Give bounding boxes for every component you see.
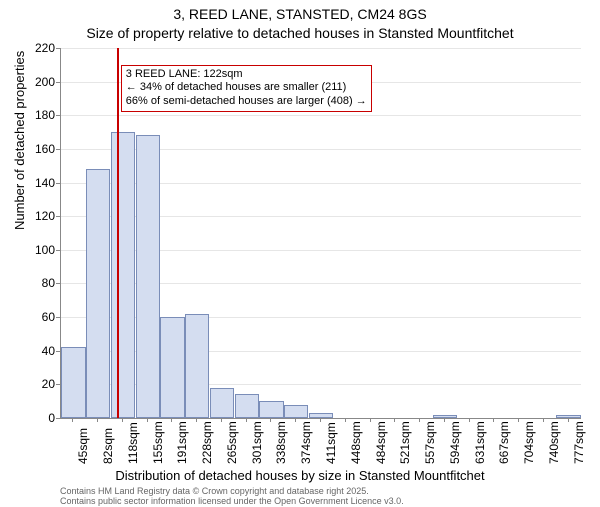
xtick-mark <box>221 418 222 422</box>
xtick-mark <box>345 418 346 422</box>
ytick-label: 80 <box>42 276 55 290</box>
histogram-bar <box>111 132 135 418</box>
xtick-label: 228sqm <box>200 421 214 464</box>
callout-line: 66% of semi-detached houses are larger (… <box>126 95 367 109</box>
ytick-label: 220 <box>35 41 55 55</box>
xtick-label: 448sqm <box>349 421 363 464</box>
xtick-label: 155sqm <box>151 421 165 464</box>
ytick-mark <box>56 115 60 116</box>
xtick-label: 557sqm <box>423 421 437 464</box>
footer-line1: Contains HM Land Registry data © Crown c… <box>60 486 404 496</box>
ytick-mark <box>56 183 60 184</box>
ytick-mark <box>56 283 60 284</box>
histogram-bar <box>235 394 259 418</box>
ytick-label: 120 <box>35 209 55 223</box>
plot-area: 3 REED LANE: 122sqm← 34% of detached hou… <box>60 48 581 419</box>
xtick-mark <box>196 418 197 422</box>
gridline <box>61 48 581 49</box>
x-axis-label: Distribution of detached houses by size … <box>0 468 600 483</box>
ytick-label: 60 <box>42 310 55 324</box>
data-attribution: Contains HM Land Registry data © Crown c… <box>60 486 404 507</box>
xtick-mark <box>147 418 148 422</box>
xtick-label: 265sqm <box>225 421 239 464</box>
histogram-bar <box>284 405 308 418</box>
ytick-mark <box>56 250 60 251</box>
callout-line: ← 34% of detached houses are smaller (21… <box>126 81 367 95</box>
xtick-label: 338sqm <box>274 421 288 464</box>
callout-line: 3 REED LANE: 122sqm <box>126 68 367 82</box>
ytick-mark <box>56 149 60 150</box>
xtick-label: 82sqm <box>101 428 115 464</box>
histogram-bar <box>259 401 283 418</box>
histogram-bar <box>556 415 580 418</box>
xtick-mark <box>270 418 271 422</box>
xtick-mark <box>493 418 494 422</box>
comparison-callout: 3 REED LANE: 122sqm← 34% of detached hou… <box>121 65 372 112</box>
ytick-mark <box>56 317 60 318</box>
xtick-label: 777sqm <box>572 421 586 464</box>
xtick-label: 411sqm <box>324 422 338 464</box>
ytick-label: 0 <box>48 411 55 425</box>
xtick-label: 521sqm <box>398 421 412 464</box>
ytick-label: 140 <box>35 176 55 190</box>
histogram-bar <box>86 169 110 418</box>
ytick-mark <box>56 216 60 217</box>
xtick-label: 631sqm <box>473 421 487 464</box>
subject-property-marker <box>117 48 119 418</box>
ytick-label: 200 <box>35 75 55 89</box>
xtick-mark <box>469 418 470 422</box>
xtick-label: 374sqm <box>299 421 313 464</box>
xtick-mark <box>171 418 172 422</box>
xtick-label: 484sqm <box>374 421 388 464</box>
xtick-label: 191sqm <box>175 421 189 464</box>
histogram-bar <box>61 347 85 418</box>
ytick-label: 180 <box>35 108 55 122</box>
histogram-bar <box>210 388 234 418</box>
histogram-bar <box>136 135 160 418</box>
ytick-mark <box>56 418 60 419</box>
ytick-label: 160 <box>35 142 55 156</box>
xtick-mark <box>394 418 395 422</box>
ytick-mark <box>56 48 60 49</box>
xtick-label: 667sqm <box>497 421 511 464</box>
xtick-mark <box>295 418 296 422</box>
ytick-mark <box>56 384 60 385</box>
footer-line2: Contains public sector information licen… <box>60 496 404 506</box>
xtick-mark <box>543 418 544 422</box>
xtick-label: 594sqm <box>448 421 462 464</box>
ytick-mark <box>56 82 60 83</box>
histogram-bar <box>185 314 209 418</box>
ytick-label: 100 <box>35 243 55 257</box>
xtick-mark <box>246 418 247 422</box>
xtick-label: 45sqm <box>76 428 90 464</box>
xtick-mark <box>320 418 321 422</box>
gridline <box>61 115 581 116</box>
xtick-mark <box>518 418 519 422</box>
xtick-label: 704sqm <box>522 421 536 464</box>
xtick-mark <box>568 418 569 422</box>
histogram-bar <box>160 317 184 418</box>
xtick-mark <box>419 418 420 422</box>
chart-title-desc: Size of property relative to detached ho… <box>0 25 600 41</box>
xtick-mark <box>97 418 98 422</box>
ytick-label: 20 <box>42 377 55 391</box>
xtick-mark <box>72 418 73 422</box>
xtick-mark <box>444 418 445 422</box>
ytick-label: 40 <box>42 344 55 358</box>
histogram-bar <box>433 415 457 418</box>
xtick-label: 301sqm <box>250 421 264 464</box>
xtick-label: 118sqm <box>126 422 140 464</box>
xtick-label: 740sqm <box>547 421 561 464</box>
ytick-mark <box>56 351 60 352</box>
y-axis-label: Number of detached properties <box>12 51 27 230</box>
chart-title-address: 3, REED LANE, STANSTED, CM24 8GS <box>0 6 600 22</box>
xtick-mark <box>122 418 123 422</box>
xtick-mark <box>370 418 371 422</box>
